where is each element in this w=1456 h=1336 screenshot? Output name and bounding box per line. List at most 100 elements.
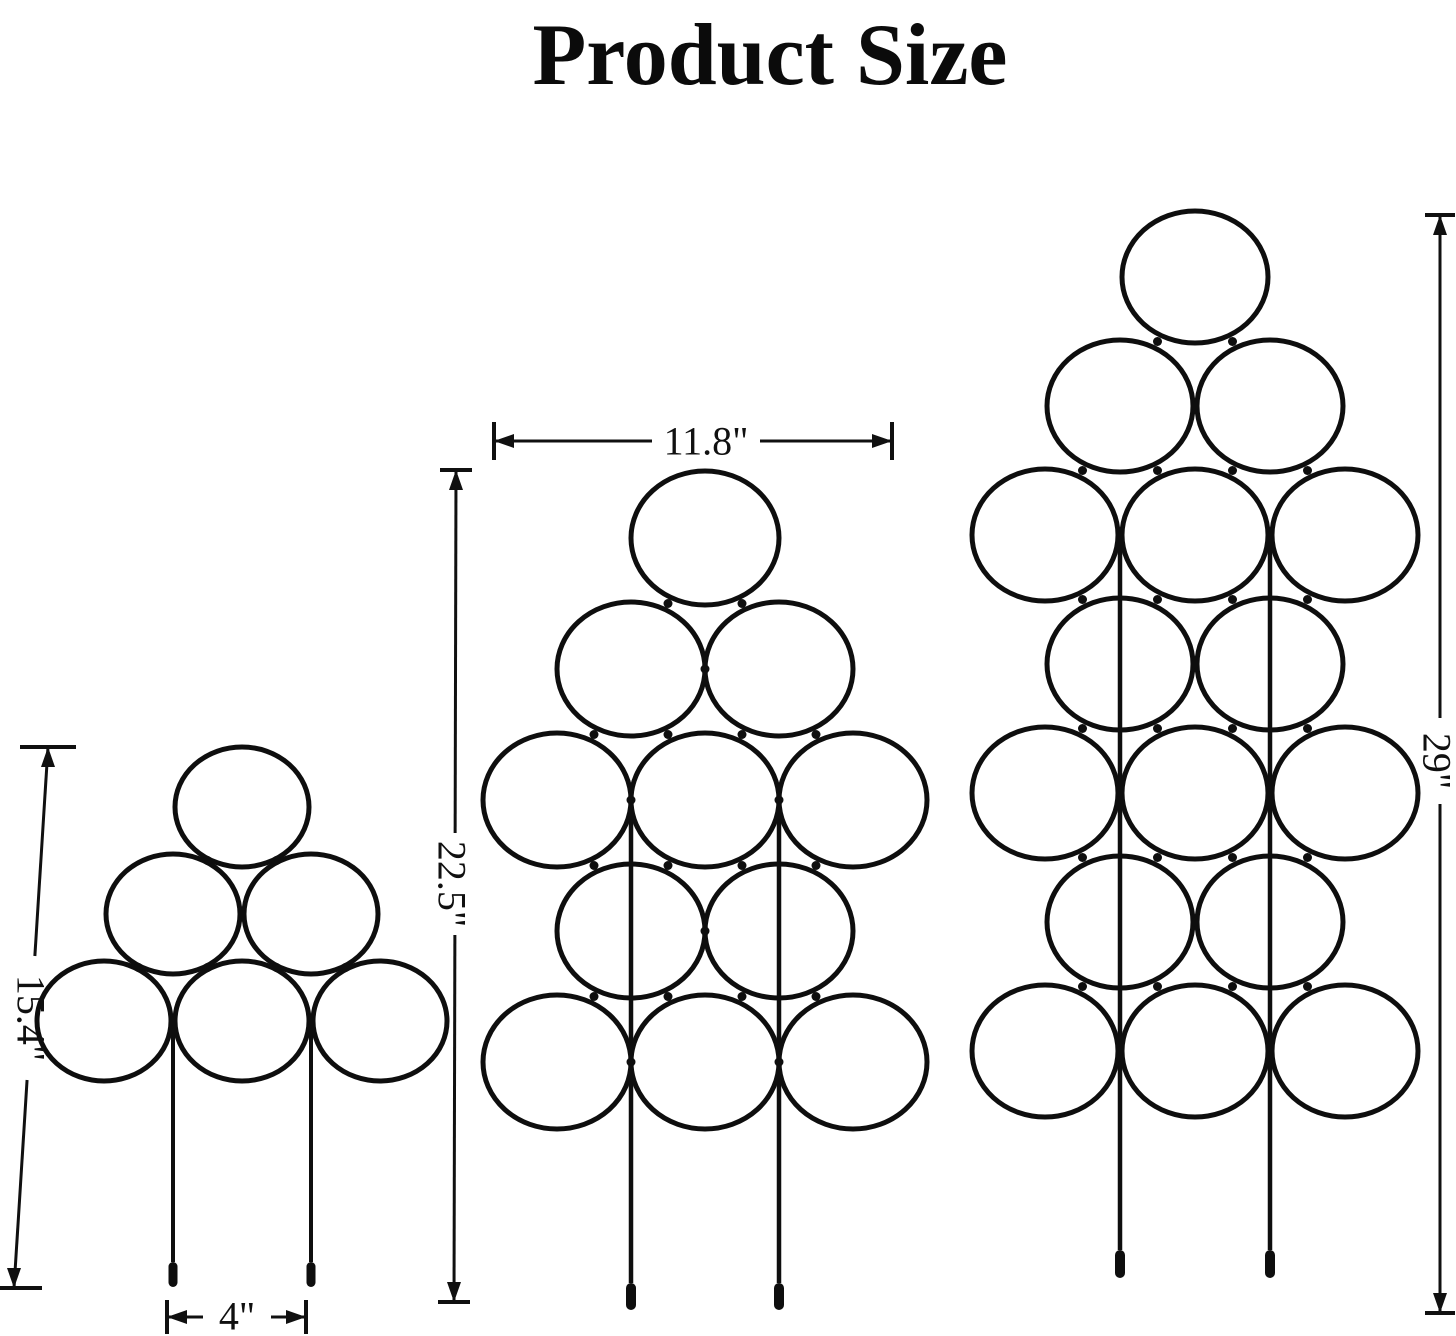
ring-clip [774,1057,784,1067]
ring-clip [737,861,747,870]
trellis-large [969,208,1421,1278]
stake-tip [1265,1250,1275,1278]
ring-clip [134,963,143,972]
ring-clip [737,599,747,608]
ring [628,730,782,870]
ring [34,958,174,1084]
ring-clip [811,992,821,1001]
ring-clip [1078,853,1087,862]
ring [480,992,634,1132]
ring-clip [1190,659,1200,669]
dimension-arrow [1433,1293,1447,1313]
dimension-arrow [286,1310,306,1324]
ring-clip [1265,530,1275,540]
dimension-arrow [1433,215,1447,235]
dimension-small-stake-spacing: 4" [165,1294,308,1336]
ring [969,466,1121,604]
ring-clip [663,730,673,739]
ring-clip [168,1016,178,1026]
ring [1269,466,1421,604]
ring [310,958,450,1084]
ring-clip [663,599,673,608]
ring-clip [1115,1046,1125,1056]
ring [1119,208,1271,346]
dimension-arrow [7,1268,21,1288]
ring-clip [237,909,247,919]
ring-clip [626,795,636,805]
dimension-medium-width: 11.8" [492,419,894,464]
ring [103,851,243,977]
dimension-large-height: 29" [1415,213,1456,1315]
ring-clip [1078,724,1087,733]
ring-clip [203,963,212,972]
ring-clip [1153,982,1162,991]
ring-clip [1303,466,1312,475]
ring-clip [1303,853,1312,862]
dimension-label: 11.8" [664,419,749,464]
dimension-arrow [41,747,55,767]
stake-tip [168,1262,178,1287]
ring-clip [1303,595,1312,604]
stake-tip [1115,1250,1125,1278]
ring-clip [1265,788,1275,798]
ring [554,599,708,739]
ring-clip [203,856,212,865]
stake-tip [306,1262,316,1287]
trellis-small [34,744,450,1287]
ring [969,724,1121,862]
dimension-line [12,1079,29,1289]
stake-tip [774,1283,784,1310]
ring-clip [1265,1046,1275,1056]
ring-clip [1303,982,1312,991]
ring-clip [272,963,281,972]
dimension-label: 4" [219,1294,255,1336]
ring-clip [700,664,710,674]
dimension-line [452,934,457,1303]
ring [1119,466,1271,604]
ring-clip [306,1016,316,1026]
ring-clip [1115,530,1125,540]
ring [702,599,856,739]
ring-clip [737,992,747,1001]
dimension-arrow [167,1310,187,1324]
ring-clip [737,730,747,739]
ring-clip [1228,595,1237,604]
ring-clip [589,861,599,870]
dimension-label: 15.4" [9,975,54,1061]
ring-clip [1228,982,1237,991]
ring-clip [811,730,821,739]
ring [628,468,782,608]
dimension-arrow [447,1282,461,1302]
ring [1194,337,1346,475]
trellis-medium [480,468,930,1310]
ring [776,992,930,1132]
ring-clip [1228,724,1237,733]
ring [1269,982,1421,1120]
ring [1119,724,1271,862]
ring [969,982,1121,1120]
dimension-label: 22.5" [430,841,475,927]
ring-clip [1228,337,1237,346]
ring-clip [700,926,710,936]
ring-clip [1190,401,1200,411]
dimension-arrow [494,434,514,448]
ring-clip [1078,466,1087,475]
dimension-small-height: 15.4" [0,745,76,1290]
ring-clip [774,795,784,805]
ring [172,958,312,1084]
ring-clip [1153,466,1162,475]
ring [172,744,312,870]
ring-clip [811,861,821,870]
ring-clip [1078,595,1087,604]
ring-clip [626,1057,636,1067]
ring-clip [272,856,281,865]
ring [1269,724,1421,862]
ring-clip [589,992,599,1001]
ring-clip [1153,724,1162,733]
ring [1044,337,1196,475]
dimension-medium-height: 22.5" [430,468,475,1304]
page-title: Product Size [533,7,1008,104]
ring-clip [1153,595,1162,604]
ring-clip [1153,853,1162,862]
